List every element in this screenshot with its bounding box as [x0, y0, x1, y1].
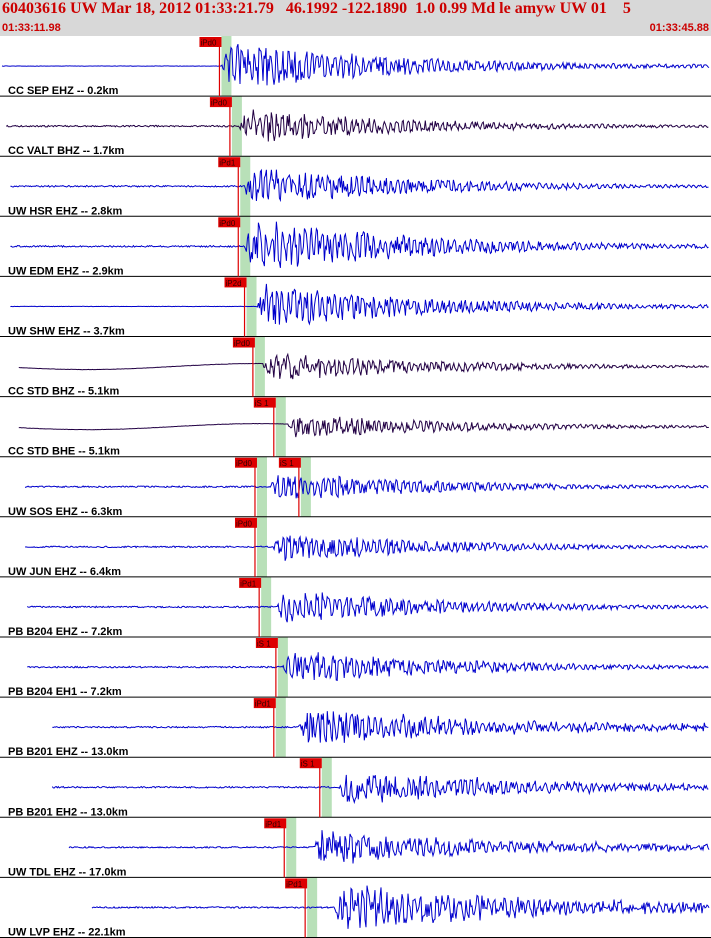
header-bar: 60403616 UW Mar 18, 2012 01:33:21.79 46.… — [0, 0, 711, 36]
waveform — [27, 652, 709, 682]
pick-flag — [255, 638, 278, 648]
pick-window-7-1 — [300, 456, 311, 517]
pick-flag — [278, 457, 301, 468]
waveform — [91, 885, 710, 929]
pick-label: iS 1 — [280, 459, 294, 468]
waveform — [24, 475, 709, 499]
pick-label: iPd1 — [286, 880, 303, 889]
trace-panel-2: iPd1 UW HSR EHZ -- 2.8km — [0, 157, 711, 217]
trace-panel-12: iS 1 PB B201 EH2 -- 13.0km — [0, 758, 711, 818]
pick-flag — [253, 698, 276, 709]
pick-label: iPd0 — [219, 219, 236, 228]
station-label: CC STD BHE -- 5.1km — [8, 446, 120, 458]
pick-label: iS 1 — [255, 399, 269, 408]
pick-flag — [199, 37, 222, 47]
pick-flag — [224, 277, 247, 288]
waveform — [10, 283, 709, 326]
trace-panel-1: iPd0 CC VALT BHZ -- 1.7km — [0, 97, 711, 157]
pick-flag — [285, 878, 308, 889]
pick-label: iPd1 — [240, 579, 257, 588]
pick-label: iPd1 — [265, 820, 282, 829]
waveform — [1, 44, 710, 86]
trace-panel-0: iPd0 CC SEP EHZ -- 0.2km — [0, 37, 711, 97]
station-label: UW HSR EHZ -- 2.8km — [8, 205, 123, 217]
pick-window-10-0 — [277, 637, 288, 698]
trace-panel-3: iPd0 UW EDM EHZ -- 2.9km — [0, 217, 711, 277]
waveform — [51, 774, 709, 805]
pick-label: iPd0 — [211, 99, 228, 108]
waveform — [26, 592, 709, 623]
waveform — [10, 168, 709, 203]
pick-flag — [239, 577, 262, 588]
trace-panel-6: iS 1 CC STD BHE -- 5.1km — [0, 397, 711, 458]
trace-panel-13: iPd1 UW TDL EHZ -- 17.0km — [0, 818, 711, 878]
time-start-label: 01:33:11.98 — [2, 22, 61, 34]
station-label: UW JUN EHZ -- 6.4km — [8, 566, 121, 578]
pick-label: iPd0 — [200, 39, 217, 48]
station-label: PB B201 EH2 -- 13.0km — [8, 806, 128, 818]
pick-label: iS 1 — [301, 760, 315, 769]
pick-flag — [232, 337, 255, 348]
pick-label: iPd0 — [234, 339, 251, 348]
station-label: CC SEP EHZ -- 0.2km — [8, 85, 119, 97]
station-label: PB B204 EH1 -- 7.2km — [8, 686, 122, 698]
pick-flag — [253, 397, 276, 408]
pick-window-0-0 — [221, 36, 232, 97]
waveform — [10, 221, 709, 268]
pick-flag — [234, 517, 257, 528]
station-label: UW SHW EHZ -- 3.7km — [8, 326, 125, 338]
pick-flag — [234, 457, 257, 468]
pick-window-2-0 — [240, 156, 251, 217]
pick-label: iPd1 — [255, 700, 272, 709]
station-label: UW EDM EHZ -- 2.9km — [8, 265, 124, 277]
waveform — [52, 711, 709, 743]
waveform — [18, 416, 709, 438]
pick-window-5-0 — [254, 336, 265, 397]
waveform — [18, 352, 709, 380]
trace-panel-11: iPd1 PB B201 EHZ -- 13.0km — [0, 698, 711, 758]
station-label: UW SOS EHZ -- 6.3km — [8, 506, 123, 518]
trace-panel-4: iP2d UW SHW EHZ -- 3.7km — [0, 277, 711, 338]
station-label: CC STD BHZ -- 5.1km — [8, 386, 119, 398]
trace-panel-8: iPd0 UW JUN EHZ -- 6.4km — [0, 517, 711, 578]
pick-label: iPd0 — [236, 519, 253, 528]
waveform — [25, 535, 709, 561]
pick-flag — [218, 217, 241, 228]
seismogram-panels: iPd0 CC SEP EHZ -- 0.2km iPd0 CC VALT BHZ -… — [0, 36, 711, 938]
station-label: UW TDL EHZ -- 17.0km — [8, 866, 127, 878]
trace-panel-14: iPd1 UW LVP EHZ -- 22.1km — [0, 878, 711, 938]
pick-flag — [209, 97, 232, 108]
pick-label: iPd0 — [236, 459, 253, 468]
trace-panel-10: iS 1 PB B204 EH1 -- 7.2km — [0, 638, 711, 698]
station-label: PB B201 EHZ -- 13.0km — [8, 746, 129, 758]
time-end-label: 01:33:45.88 — [649, 22, 709, 34]
pick-label: iPd1 — [219, 159, 236, 168]
pick-window-3-0 — [240, 216, 251, 277]
waveform — [5, 109, 709, 142]
trace-panel-7: iPd0 iS 1 UW SOS EHZ -- 6.3km — [0, 457, 711, 518]
pick-window-6-0 — [275, 396, 286, 457]
trace-panel-9: iPd1 PB B204 EHZ -- 7.2km — [0, 577, 711, 638]
station-label: PB B204 EHZ -- 7.2km — [8, 626, 123, 638]
pick-flag — [299, 758, 322, 769]
pick-label: iP2d — [226, 279, 242, 288]
trace-panel-5: iPd0 CC STD BHZ -- 5.1km — [0, 337, 711, 398]
station-label: UW LVP EHZ -- 22.1km — [8, 927, 126, 938]
event-title: 60403616 UW Mar 18, 2012 01:33:21.79 46.… — [2, 0, 631, 17]
waveform — [68, 830, 710, 864]
pick-flag — [218, 157, 241, 168]
pick-label: iS 1 — [257, 640, 271, 649]
pick-flag — [264, 818, 287, 829]
station-label: CC VALT BHZ -- 1.7km — [8, 145, 125, 157]
